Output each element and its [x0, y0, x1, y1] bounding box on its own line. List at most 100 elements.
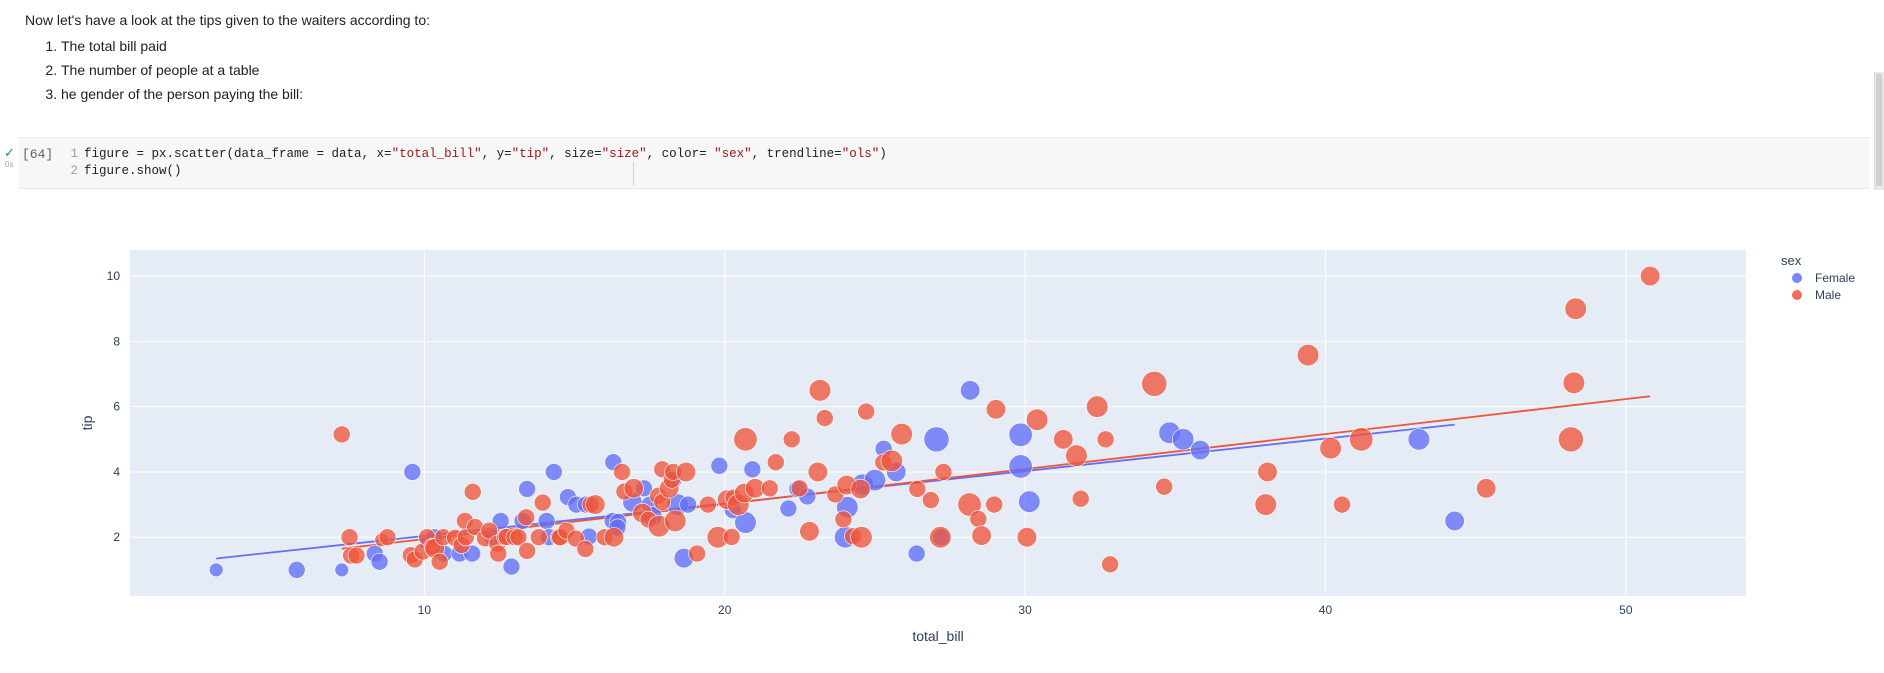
male-point	[675, 461, 697, 483]
male-point	[688, 544, 706, 563]
x-tick-label: 50	[1619, 603, 1633, 617]
male-point	[332, 425, 351, 444]
code-string: "ols"	[841, 147, 880, 161]
male-point	[1558, 426, 1584, 453]
male-point	[985, 495, 1003, 514]
male-point	[518, 542, 536, 560]
male-point	[1096, 430, 1115, 449]
female-point	[1008, 454, 1033, 479]
female-point	[1407, 428, 1430, 451]
male-point	[1564, 297, 1587, 320]
male-point	[1065, 444, 1088, 467]
male-point	[1141, 370, 1168, 397]
markdown-intro: Now let's have a look at the tips given …	[25, 12, 431, 28]
male-point	[1349, 427, 1374, 452]
scrollbar-thumb[interactable]	[1876, 74, 1882, 186]
female-point	[907, 544, 926, 563]
y-tick-label: 2	[113, 530, 120, 544]
y-tick-label: 10	[107, 269, 121, 283]
male-point	[934, 463, 953, 481]
male-point	[880, 449, 903, 472]
legend-marker	[1792, 273, 1802, 283]
male-point	[799, 521, 820, 542]
male-point	[1155, 477, 1173, 496]
male-point	[782, 430, 801, 449]
male-point	[722, 528, 741, 546]
male-point	[623, 478, 644, 499]
male-point	[517, 508, 536, 527]
execution-time: 0s	[5, 160, 14, 169]
data-points	[209, 266, 1661, 579]
legend-item-label[interactable]: Female	[1815, 271, 1855, 285]
female-point	[923, 426, 950, 453]
female-point	[743, 460, 762, 479]
male-point	[807, 461, 828, 483]
legend[interactable]: sex Female Male	[1781, 253, 1855, 302]
male-point	[509, 528, 528, 547]
female-point	[1190, 440, 1211, 461]
male-point	[1071, 489, 1090, 508]
code-cell[interactable]	[18, 137, 1870, 189]
male-point	[489, 544, 508, 563]
legend-title: sex	[1781, 253, 1802, 268]
male-point	[699, 495, 717, 514]
male-point	[1476, 478, 1497, 499]
female-point	[518, 480, 536, 498]
male-point	[790, 479, 809, 498]
male-point	[766, 453, 785, 471]
male-point	[576, 540, 595, 558]
code-token: , trendline=	[751, 147, 842, 161]
male-point	[1333, 495, 1351, 514]
axis-ticks: 10 20 30 40 50 2 4 6 8 10	[107, 269, 1633, 617]
x-tick-label: 10	[418, 603, 432, 617]
male-point	[1319, 437, 1342, 460]
male-point	[808, 379, 832, 402]
code-editor[interactable]: 1 figure = px.scatter(data_frame = data, …	[64, 146, 886, 180]
female-point	[370, 552, 389, 571]
male-point	[733, 427, 758, 452]
female-point	[1008, 422, 1033, 447]
line-number: 2	[70, 164, 78, 178]
male-point	[908, 480, 927, 498]
code-string: "size"	[601, 147, 647, 161]
markdown-list: The total bill paid The number of people…	[25, 36, 430, 104]
code-string: "sex"	[714, 147, 752, 161]
male-point	[929, 526, 952, 549]
female-point	[334, 562, 349, 578]
male-point	[463, 483, 482, 501]
code-token: figure = px.scatter(data_frame = data, x…	[84, 147, 392, 161]
male-point	[603, 527, 624, 548]
male-point	[1296, 344, 1320, 367]
female-point	[710, 456, 729, 475]
female-point	[960, 380, 981, 401]
line-number: 1	[70, 147, 78, 161]
y-axis-label: tip	[79, 415, 95, 430]
check-icon: ✓	[4, 146, 15, 161]
male-point	[1016, 527, 1037, 548]
male-point	[1101, 555, 1119, 574]
male-point	[815, 409, 834, 427]
male-point	[529, 528, 548, 547]
execution-count[interactable]: [64]	[22, 147, 54, 162]
male-point	[585, 494, 606, 515]
female-point	[287, 561, 306, 579]
male-point	[850, 478, 871, 499]
legend-item-label[interactable]: Male	[1815, 288, 1841, 302]
male-point	[1640, 266, 1661, 287]
code-string: "total_bill"	[391, 147, 482, 161]
female-point	[679, 495, 697, 514]
x-axis-label: total_bill	[912, 628, 963, 644]
code-string: "tip"	[511, 147, 550, 161]
male-point	[1086, 395, 1109, 418]
female-point	[779, 499, 798, 518]
male-point	[921, 491, 940, 509]
x-tick-label: 40	[1319, 603, 1333, 617]
male-point	[890, 422, 913, 446]
code-token: , size=	[549, 147, 602, 161]
male-point	[378, 528, 397, 547]
female-point	[1018, 490, 1041, 513]
male-point	[1053, 429, 1074, 450]
female-point	[491, 512, 510, 530]
y-tick-label: 8	[113, 334, 120, 348]
scatter-plot[interactable]: 10 20 30 40 50 2 4 6 8 10 total_bill tip sex Fema…	[0, 230, 1884, 673]
